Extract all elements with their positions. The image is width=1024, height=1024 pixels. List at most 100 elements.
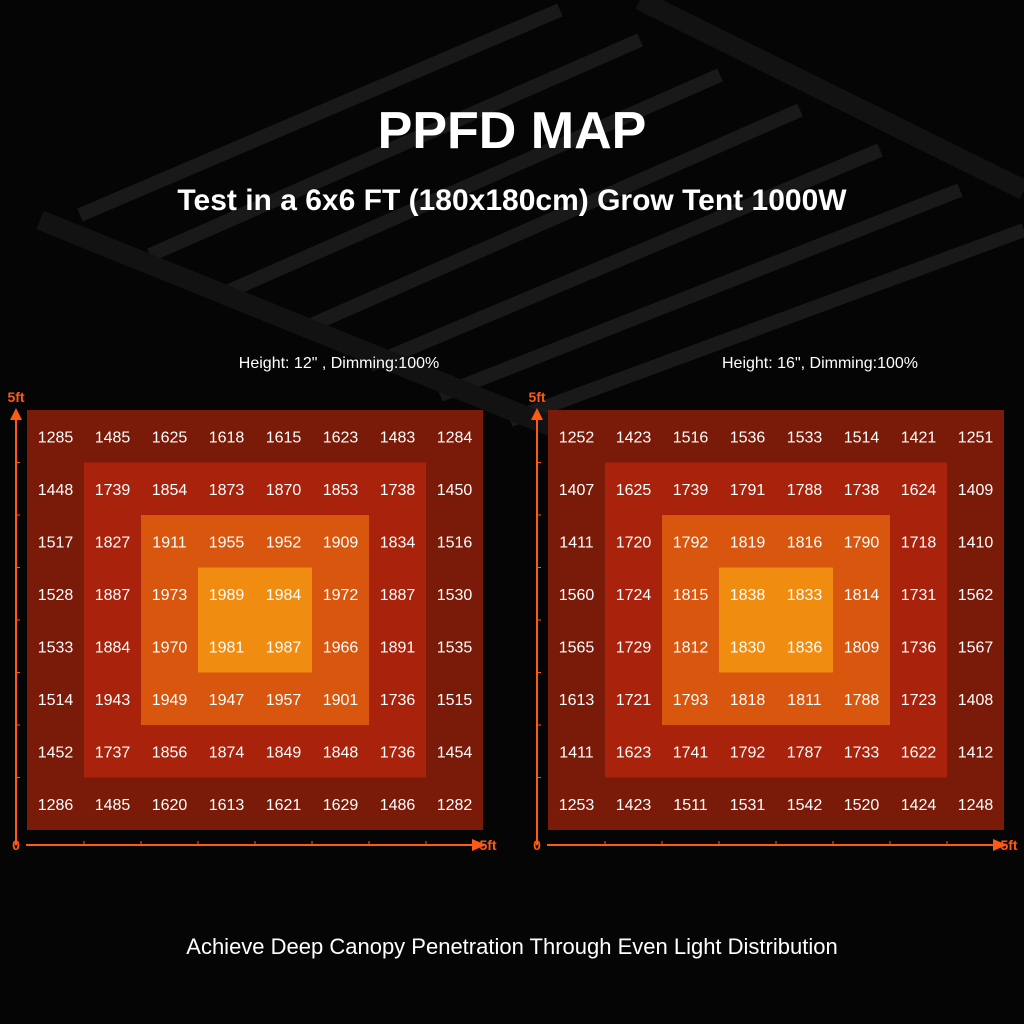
ppfd-value: 1887 [95,587,131,604]
ppfd-zone [198,567,312,673]
ppfd-value: 1848 [323,744,359,761]
ppfd-value: 1724 [616,587,652,604]
ppfd-value: 1560 [559,587,595,604]
ppfd-value: 1815 [673,587,709,604]
ppfd-value: 1530 [437,587,473,604]
ppfd-value: 1947 [209,692,245,709]
ppfd-value: 1984 [266,587,302,604]
x-axis-label: 5ft [1000,837,1017,853]
ppfd-value: 1511 [673,797,708,814]
ppfd-value: 1989 [209,587,245,604]
x-arrow [472,839,486,851]
ppfd-value: 1811 [787,692,822,709]
ppfd-value: 1514 [844,429,880,446]
ppfd-value: 1621 [266,797,302,814]
ppfd-value: 1788 [787,482,823,499]
ppfd-value: 1987 [266,639,302,656]
ppfd-value: 1424 [901,797,937,814]
ppfd-value: 1624 [901,482,937,499]
ppfd-value: 1787 [787,744,823,761]
ppfd-value: 1615 [266,429,302,446]
ppfd-value: 1723 [901,692,937,709]
ppfd-value: 1891 [380,639,416,656]
ppfd-value: 1620 [152,797,188,814]
ppfd-value: 1792 [673,534,709,551]
ppfd-value: 1410 [958,534,994,551]
ppfd-value: 1966 [323,639,359,656]
ppfd-value: 1736 [380,692,416,709]
ppfd-value: 1452 [38,744,74,761]
ppfd-value: 1792 [730,744,766,761]
ppfd-value: 1285 [38,429,74,446]
ppfd-value: 1514 [38,692,74,709]
ppfd-value: 1623 [323,429,359,446]
ppfd-value: 1516 [437,534,473,551]
ppfd-value: 1450 [437,482,473,499]
ppfd-value: 1286 [38,797,74,814]
ppfd-value: 1981 [209,639,245,656]
ppfd-value: 1517 [38,534,74,551]
ppfd-value: 1516 [673,429,709,446]
ppfd-value: 1729 [616,639,652,656]
ppfd-value: 1536 [730,429,766,446]
ppfd-value: 1613 [559,692,595,709]
ppfd-value: 1533 [787,429,823,446]
ppfd-value: 1423 [616,797,652,814]
map-caption: Height: 12" , Dimming:100% [239,355,439,372]
ppfd-value: 1809 [844,639,880,656]
ppfd-value: 1739 [673,482,709,499]
ppfd-value: 1252 [559,429,595,446]
origin-label: 0 [533,837,541,853]
ppfd-value: 1622 [901,744,937,761]
ppfd-value: 1421 [901,429,937,446]
origin-label: 0 [12,837,20,853]
ppfd-value: 1720 [616,534,652,551]
ppfd-value: 1957 [266,692,302,709]
ppfd-value: 1741 [673,744,709,761]
ppfd-value: 1973 [152,587,188,604]
ppfd-value: 1856 [152,744,188,761]
ppfd-value: 1625 [152,429,188,446]
ppfd-value: 1412 [958,744,994,761]
x-axis-label: 5ft [479,837,496,853]
light-fixture [36,0,1024,440]
ppfd-value: 1816 [787,534,823,551]
ppfd-value: 1738 [380,482,416,499]
ppfd-value: 1567 [958,639,994,656]
ppfd-value: 1833 [787,587,823,604]
ppfd-value: 1733 [844,744,880,761]
ppfd-value: 1790 [844,534,880,551]
ppfd-value: 1901 [323,692,359,709]
ppfd-value: 1943 [95,692,131,709]
ppfd-value: 1854 [152,482,188,499]
ppfd-value: 1448 [38,482,74,499]
ppfd-value: 1849 [266,744,302,761]
ppfd-value: 1248 [958,797,994,814]
ppfd-value: 1819 [730,534,766,551]
ppfd-value: 1565 [559,639,595,656]
ppfd-value: 1542 [787,797,823,814]
ppfd-value: 1788 [844,692,880,709]
ppfd-value: 1737 [95,744,131,761]
ppfd-value: 1718 [901,534,937,551]
ppfd-value: 1793 [673,692,709,709]
ppfd-value: 1411 [559,744,594,761]
ppfd-value: 1531 [730,797,766,814]
ppfd-value: 1949 [152,692,188,709]
ppfd-value: 1618 [209,429,245,446]
ppfd-value: 1909 [323,534,359,551]
ppfd-value: 1721 [616,692,652,709]
ppfd-value: 1407 [559,482,595,499]
ppfd-value: 1625 [616,482,652,499]
ppfd-value: 1528 [38,587,74,604]
ppfd-value: 1515 [437,692,473,709]
ppfd-value: 1423 [616,429,652,446]
ppfd-value: 1613 [209,797,245,814]
ppfd-value: 1731 [901,587,937,604]
ppfd-value: 1486 [380,797,416,814]
ppfd-value: 1834 [380,534,416,551]
subtitle: Test in a 6x6 FT (180x180cm) Grow Tent 1… [177,184,847,217]
ppfd-value: 1853 [323,482,359,499]
